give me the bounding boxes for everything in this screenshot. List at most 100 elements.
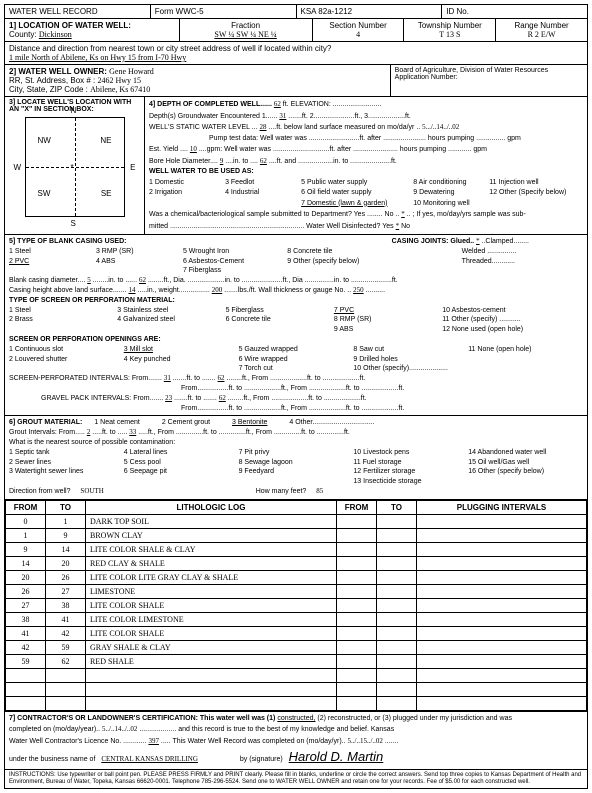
g2: From................ft. to .............… — [181, 405, 404, 412]
sw-label: SW — [38, 189, 51, 198]
u12: 12 Other (Specify below) — [489, 189, 566, 196]
h-from2: FROM — [337, 500, 377, 514]
s11: 11 Fuel storage — [353, 459, 401, 466]
table-row — [6, 668, 587, 682]
table-row: 4259GRAY SHALE & CLAY — [6, 640, 587, 654]
g-v1: 23 — [165, 394, 172, 402]
gw-label: Depth(s) Groundwater Encountered 1...... — [149, 113, 277, 120]
u7: 7 Domestic (lawn & garden) — [301, 200, 387, 207]
dir-val: SOUTH — [80, 487, 103, 495]
height-w: 200 — [212, 286, 223, 294]
cert-licd: 5../..15../..02 — [348, 737, 383, 745]
cert-row: 7] CONTRACTOR'S OR LANDOWNER'S CERTIFICA… — [4, 711, 588, 769]
joints-label: CASING JOINTS: Glued.. — [392, 238, 474, 245]
open-label: SCREEN OR PERFORATION OPENINGS ARE: — [9, 336, 161, 343]
u11: 11 Injection well — [489, 179, 538, 186]
c3: 3 RMP (SR) — [96, 248, 134, 255]
chem-val: * — [401, 210, 405, 218]
owner-label: 2] WATER WELL OWNER: — [9, 67, 107, 76]
s7: 7 Pit privy — [239, 449, 270, 456]
static-a: ....ft. below land surface measured on m… — [268, 124, 420, 131]
dia-v2: 62 — [139, 276, 146, 284]
p8: 8 RMP (SR) — [334, 316, 372, 323]
u4: 4 Industrial — [225, 189, 259, 196]
j2: Welded ............... — [462, 248, 517, 255]
height-v: 14 — [128, 286, 135, 294]
height-a: .....in., weight................ — [137, 287, 209, 294]
gravel-label: GRAVEL PACK INTERVALS: From....... — [41, 395, 163, 402]
table-row — [6, 696, 587, 710]
chem-a: .. ; If yes, mo/day/yrs sample was sub- — [407, 211, 526, 218]
table-row: 914LITE COLOR SHALE & CLAY — [6, 542, 587, 556]
use-label: WELL WATER TO BE USED AS: — [149, 168, 254, 175]
u3: 3 Feedlot — [225, 179, 254, 186]
p2: 2 Brass — [9, 316, 33, 323]
p4: 4 Galvanized steel — [117, 316, 175, 323]
csz-value: Abilene, Ks 67410 — [90, 85, 150, 94]
cert-compd: 5../..14../..02 — [102, 725, 137, 733]
c9: 9 Other (specify below) — [287, 258, 359, 265]
o2: 2 Louvered shutter — [9, 356, 67, 363]
dist-label: Distance and direction from nearest town… — [9, 44, 331, 53]
county-label: County: — [9, 30, 37, 39]
casing-label: 5] TYPE OF BLANK CASING USED: — [9, 238, 126, 245]
o1: 1 Continuous slot — [9, 346, 63, 353]
bore-v1: 9 — [220, 157, 224, 165]
gw1a: .......ft. 2.....................ft., 3.… — [288, 113, 411, 120]
instructions-row: INSTRUCTIONS: Use typewriter or ball poi… — [4, 769, 588, 789]
table-row — [6, 682, 587, 696]
dia-a: ........in. to ...... — [93, 277, 137, 284]
c2: 2 PVC — [9, 258, 29, 265]
bore-b: ....ft. and ..................in. to ...… — [269, 158, 397, 165]
s1: 1 Septic tank — [9, 449, 49, 456]
s12: 12 Fertilizer storage — [353, 468, 415, 475]
table-row: 2627LIMESTONE — [6, 584, 587, 598]
height-label: Casing height above land surface....... — [9, 287, 127, 294]
log-row: FROM TO LITHOLOGIC LOG FROM TO PLUGGING … — [4, 499, 588, 711]
s6: 6 Seepage pit — [124, 468, 167, 475]
u6: 6 Oil field water supply — [301, 189, 371, 196]
sec3-4-row: 3] LOCATE WELL'S LOCATION WITH AN "X" IN… — [4, 96, 588, 234]
table-row: 2026LITE COLOR LITE GRAY CLAY & SHALE — [6, 570, 587, 584]
perf-label: TYPE OF SCREEN OR PERFORATION MATERIAL: — [9, 297, 175, 304]
p5: 5 Fiberglass — [226, 307, 264, 314]
s9: 9 Feedyard — [239, 468, 274, 475]
o5: 5 Gauzed wrapped — [239, 346, 298, 353]
o7: 7 Torch cut — [239, 365, 273, 372]
depth-label: 4] DEPTH OF COMPLETED WELL...... — [149, 101, 272, 108]
intervals-label: SCREEN-PERFORATED INTERVALS: From....... — [9, 375, 162, 382]
h-to: TO — [46, 500, 86, 514]
height-g: 250 — [353, 286, 364, 294]
cert-bus: under the business name of — [9, 756, 95, 763]
town-label: Township Number — [418, 21, 482, 30]
g-v2: 62 — [219, 394, 226, 402]
h-plug: PLUGGING INTERVALS — [417, 500, 587, 514]
contam-label: What is the nearest source of possible c… — [9, 439, 175, 446]
fraction-label: Fraction — [231, 21, 260, 30]
depth-val: 62 — [274, 100, 281, 108]
dia-v1: 5 — [87, 276, 91, 284]
o9: 9 Drilled holes — [353, 356, 397, 363]
table-row: 2738LITE COLOR SHALE — [6, 598, 587, 612]
p11: 11 Other (specify) ........... — [442, 316, 520, 323]
p3: 3 Stainless steel — [117, 307, 168, 314]
int-a: .......ft. to ....... — [173, 375, 216, 382]
s8: 8 Sewage lagoon — [239, 459, 293, 466]
appno-label: Application Number: — [395, 74, 458, 81]
grout-row: 6] GROUT MATERIAL: 1 Neat cement 2 Cemen… — [4, 415, 588, 498]
j1: * — [476, 237, 480, 245]
secnum-value: 4 — [356, 30, 360, 39]
gint-v1: 2 — [87, 428, 91, 436]
g1: 1 Neat cement — [94, 419, 140, 426]
p9: 9 ABS — [334, 326, 353, 333]
height-b: .......lbs./ft. Wall thickness or gauge … — [224, 287, 351, 294]
p10: 10 Asbestos-cement — [442, 307, 505, 314]
cert-comp: completed on (mo/day/year).. — [9, 726, 100, 733]
u1: 1 Domestic — [149, 179, 184, 186]
c6: 6 Asbestos-Cement — [183, 258, 244, 265]
chem-label: Was a chemical/bacteriological sample su… — [149, 211, 399, 218]
table-row: 3841LITE COLOR LIMESTONE — [6, 612, 587, 626]
addr-label: RR, St. Address, Box # : — [9, 76, 95, 85]
gint-label: Grout Intervals: From..... — [9, 429, 85, 436]
p6: 6 Concrete tile — [226, 316, 271, 323]
